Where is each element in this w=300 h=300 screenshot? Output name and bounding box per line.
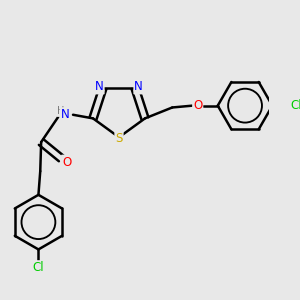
Text: N: N bbox=[134, 80, 143, 94]
Text: S: S bbox=[115, 132, 123, 145]
Text: H: H bbox=[58, 106, 65, 116]
Text: Cl: Cl bbox=[33, 261, 44, 274]
Text: O: O bbox=[62, 156, 71, 169]
Text: N: N bbox=[95, 80, 104, 94]
Text: N: N bbox=[61, 108, 69, 121]
Text: O: O bbox=[193, 99, 203, 112]
Text: Cl: Cl bbox=[290, 99, 300, 112]
